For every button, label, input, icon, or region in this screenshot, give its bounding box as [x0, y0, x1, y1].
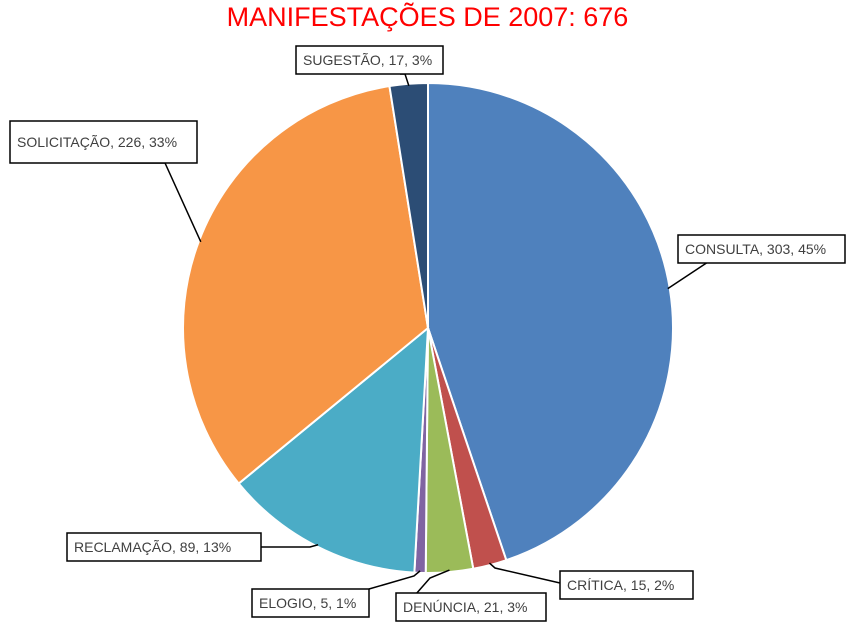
leader-line — [415, 569, 450, 595]
leader-line — [488, 562, 561, 584]
data-label-box — [295, 45, 444, 75]
data-label-box — [677, 234, 846, 264]
data-label: ELOGIO, 5, 1% — [259, 595, 356, 611]
data-label: DENÚNCIA, 21, 3% — [403, 599, 527, 615]
data-label-box — [395, 592, 547, 622]
pie-slices — [182, 81, 674, 574]
leader-line — [368, 570, 421, 590]
data-label-box — [66, 532, 262, 562]
data-label: CRÍTICA, 15, 2% — [567, 577, 674, 593]
pie-slice-consulta — [427, 81, 674, 562]
data-labels: CONSULTA, 303, 45% CRÍTICA, 15, 2% DENÚNCI… — [9, 45, 846, 622]
data-label-box — [9, 120, 198, 164]
leader-line — [261, 543, 319, 548]
pie-slice-reclamação — [237, 325, 430, 574]
data-label-box — [251, 588, 370, 618]
pie-slice-solicitação — [182, 84, 430, 485]
data-label: SUGESTÃO, 17, 3% — [303, 52, 432, 68]
data-label: RECLAMAÇÃO, 89, 13% — [74, 539, 231, 555]
data-label: SOLICITAÇÃO, 226, 33% — [17, 134, 177, 150]
chart-title: MANIFESTAÇÕES DE 2007: 676 — [226, 2, 629, 32]
data-label-box — [559, 570, 694, 600]
data-label: CONSULTA, 303, 45% — [685, 241, 826, 257]
leader-line — [667, 261, 711, 290]
leader-line — [120, 162, 202, 243]
